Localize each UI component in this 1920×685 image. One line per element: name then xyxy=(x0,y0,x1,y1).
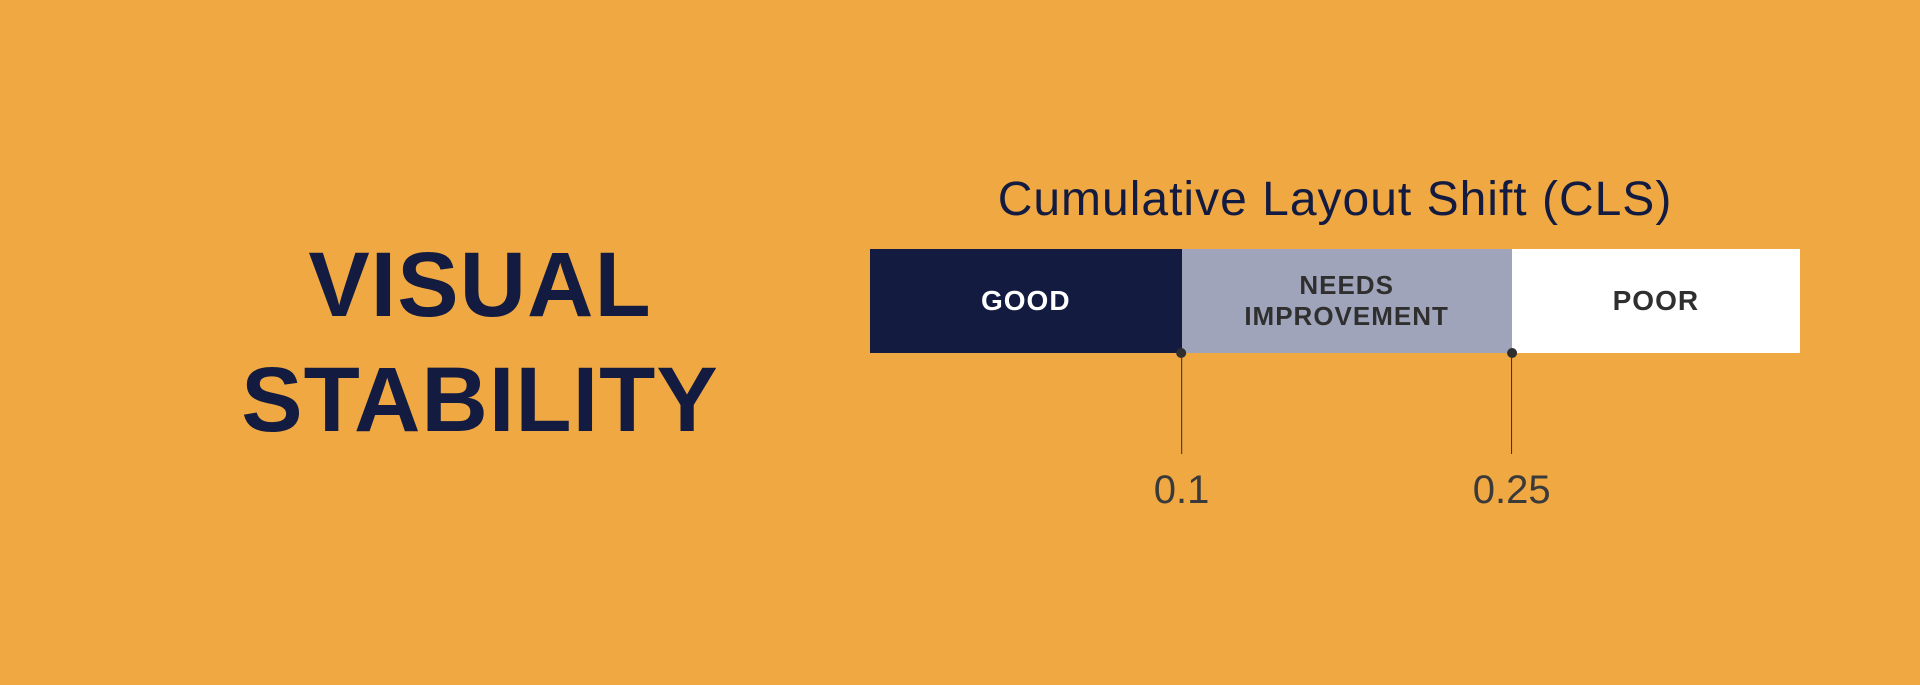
marker-dot-icon xyxy=(1507,348,1517,358)
metric-title: Cumulative Layout Shift (CLS) xyxy=(870,172,1800,227)
segment-good: GOOD xyxy=(870,249,1182,353)
segment-poor-label: POOR xyxy=(1613,285,1699,317)
threshold-marker-1: 0.1 xyxy=(1154,353,1210,513)
threshold-value-1: 0.1 xyxy=(1154,468,1210,513)
threshold-marker-2: 0.25 xyxy=(1473,353,1551,513)
heading-line-2: STABILITY xyxy=(241,349,719,451)
metric-panel: Cumulative Layout Shift (CLS) GOOD NEEDS… xyxy=(860,172,1820,513)
segment-good-label: GOOD xyxy=(981,285,1071,317)
segment-needs-label: NEEDS IMPROVEMENT xyxy=(1244,270,1449,332)
marker-line xyxy=(1181,358,1183,454)
threshold-markers: 0.1 0.25 xyxy=(870,353,1800,513)
marker-line xyxy=(1511,358,1513,454)
segment-needs-improvement: NEEDS IMPROVEMENT xyxy=(1182,249,1512,353)
marker-dot-icon xyxy=(1177,348,1187,358)
heading-block: VISUAL STABILITY xyxy=(100,228,860,458)
threshold-bar: GOOD NEEDS IMPROVEMENT POOR xyxy=(870,249,1800,353)
threshold-value-2: 0.25 xyxy=(1473,468,1551,513)
heading-line-1: VISUAL xyxy=(308,234,651,336)
main-heading: VISUAL STABILITY xyxy=(100,228,860,458)
segment-poor: POOR xyxy=(1512,249,1800,353)
